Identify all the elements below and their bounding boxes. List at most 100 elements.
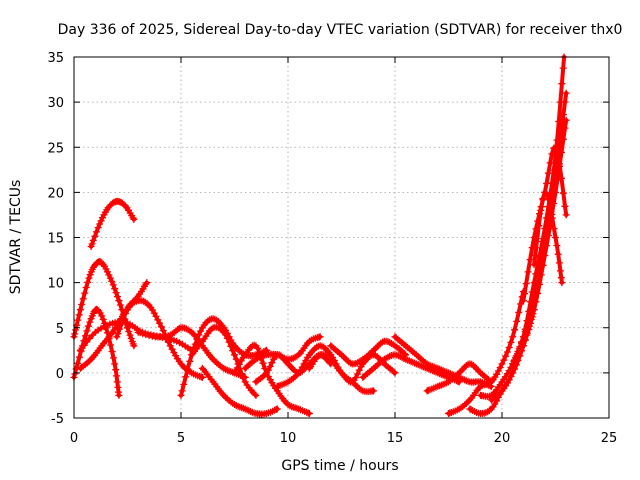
data-point bbox=[467, 361, 472, 366]
data-point bbox=[403, 352, 408, 357]
data-point bbox=[253, 357, 258, 362]
data-point bbox=[307, 339, 312, 344]
data-point bbox=[99, 260, 104, 265]
y-tick-label: -5 bbox=[51, 412, 64, 427]
data-point bbox=[328, 343, 333, 348]
data-point bbox=[99, 343, 104, 348]
series-arc2 bbox=[70, 258, 138, 350]
data-point bbox=[467, 406, 472, 411]
data-point bbox=[446, 375, 451, 380]
data-point bbox=[318, 334, 323, 339]
data-point bbox=[521, 298, 526, 303]
data-series bbox=[70, 53, 570, 418]
data-point bbox=[318, 352, 323, 357]
data-point bbox=[478, 384, 483, 389]
data-point bbox=[253, 343, 258, 348]
data-point bbox=[403, 343, 408, 348]
y-tick-label: 15 bbox=[47, 232, 64, 247]
data-point bbox=[114, 199, 119, 204]
data-point bbox=[275, 352, 280, 357]
y-tick-label: 5 bbox=[56, 322, 64, 337]
data-point bbox=[532, 307, 537, 312]
data-point bbox=[253, 379, 258, 384]
data-point bbox=[296, 406, 301, 411]
data-point bbox=[93, 330, 98, 335]
data-point bbox=[275, 406, 280, 411]
data-point bbox=[243, 379, 248, 384]
data-point bbox=[253, 411, 258, 416]
data-point bbox=[467, 379, 472, 384]
data-point bbox=[360, 361, 365, 366]
data-point bbox=[286, 379, 290, 384]
data-point bbox=[564, 91, 569, 96]
data-point bbox=[339, 370, 344, 375]
data-point bbox=[131, 217, 136, 222]
data-point bbox=[243, 366, 248, 371]
data-point bbox=[446, 379, 451, 384]
series-arc24 bbox=[509, 53, 568, 368]
data-point bbox=[553, 145, 558, 150]
data-point bbox=[360, 388, 365, 393]
data-point bbox=[232, 402, 237, 407]
axis-ticks: 0 5 10 15 20 25 -5 0 5 10 15 20 25 30 35 bbox=[47, 51, 617, 446]
data-point bbox=[564, 118, 569, 123]
data-point bbox=[371, 366, 376, 371]
data-point bbox=[136, 294, 141, 299]
series-arc10 bbox=[198, 364, 281, 418]
data-point bbox=[532, 235, 537, 240]
data-point bbox=[318, 343, 323, 348]
data-point bbox=[108, 276, 113, 281]
data-point bbox=[146, 303, 151, 308]
data-point bbox=[221, 393, 226, 398]
data-point bbox=[221, 330, 226, 335]
data-point bbox=[264, 370, 269, 375]
data-point bbox=[393, 352, 397, 357]
data-point bbox=[114, 334, 119, 339]
data-point bbox=[296, 370, 301, 375]
data-point bbox=[435, 370, 440, 375]
data-point bbox=[489, 406, 494, 411]
data-point bbox=[425, 366, 430, 371]
data-point bbox=[425, 361, 430, 366]
data-point bbox=[286, 361, 290, 366]
data-point bbox=[382, 339, 387, 344]
series-arc1 bbox=[87, 197, 138, 250]
data-point bbox=[275, 384, 280, 389]
y-tick-label: 0 bbox=[56, 367, 64, 382]
data-point bbox=[116, 393, 121, 398]
data-point bbox=[93, 262, 98, 267]
data-point bbox=[123, 203, 128, 208]
data-point bbox=[211, 325, 216, 330]
data-point bbox=[106, 205, 111, 210]
y-tick-label: 10 bbox=[47, 277, 64, 292]
data-point bbox=[371, 348, 376, 353]
data-point bbox=[478, 370, 483, 375]
data-point bbox=[189, 370, 194, 375]
data-point bbox=[542, 190, 547, 195]
data-point bbox=[414, 361, 419, 366]
data-point bbox=[307, 366, 312, 371]
data-point bbox=[510, 361, 515, 366]
data-point bbox=[86, 276, 91, 281]
x-axis-label: GPS time / hours bbox=[281, 458, 398, 474]
data-point bbox=[264, 348, 269, 353]
data-point bbox=[542, 253, 547, 258]
data-point bbox=[286, 402, 290, 407]
series-arc11 bbox=[231, 341, 313, 417]
data-point bbox=[393, 343, 397, 348]
data-point bbox=[542, 226, 547, 231]
data-point bbox=[275, 388, 280, 393]
data-point bbox=[500, 361, 504, 366]
data-point bbox=[328, 352, 333, 357]
data-point bbox=[78, 366, 83, 371]
data-point bbox=[264, 352, 269, 357]
series-arc19 bbox=[423, 360, 495, 395]
series-arc26 bbox=[530, 188, 566, 287]
data-point bbox=[89, 316, 94, 321]
data-point bbox=[95, 307, 100, 312]
y-tick-label: 25 bbox=[47, 141, 64, 156]
data-point bbox=[489, 397, 494, 402]
data-point bbox=[200, 325, 205, 330]
data-point bbox=[211, 379, 216, 384]
